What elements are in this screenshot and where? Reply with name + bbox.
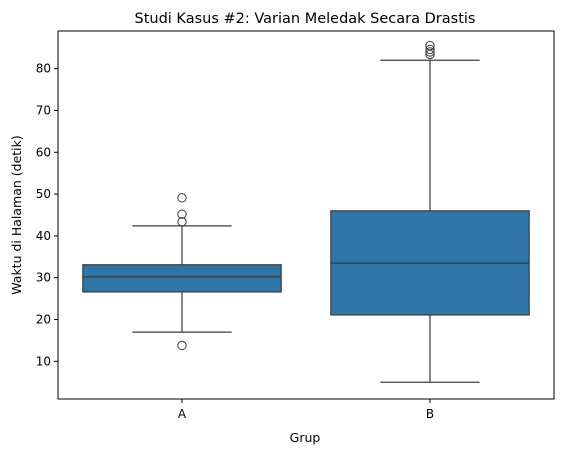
iqr-box: [82, 264, 282, 293]
outlier-point: [177, 216, 187, 227]
y-tick-label: 80: [36, 62, 51, 76]
outlier-point: [177, 193, 187, 203]
outlier-point: [177, 209, 187, 219]
outlier-point: [177, 340, 187, 351]
y-tick-label: 30: [36, 271, 51, 285]
outlier-point: [425, 47, 435, 57]
x-axis-label: Grup: [290, 430, 321, 445]
chart-title: Studi Kasus #2: Varian Meledak Secara Dr…: [135, 11, 476, 27]
outlier-point: [425, 40, 435, 51]
outlier-point: [425, 44, 435, 55]
y-axis-label: Waktu di Halaman (detik): [9, 135, 24, 295]
box-group-B: [330, 40, 530, 383]
y-axis-ticks: 10 20 30 40 50 60 70 80 A B: [36, 62, 434, 421]
y-tick-label: 10: [36, 354, 51, 368]
y-tick-label: 20: [36, 313, 51, 327]
y-tick-label: 50: [36, 187, 51, 201]
boxes-layer: [82, 40, 530, 383]
y-tick-label: 40: [36, 229, 51, 243]
box-group-A: [82, 193, 282, 351]
x-tick-label: A: [178, 407, 187, 421]
y-tick-label: 60: [36, 145, 51, 159]
y-tick-label: 70: [36, 103, 51, 117]
x-tick-label: B: [426, 407, 434, 421]
plot-frame: [57, 30, 555, 400]
